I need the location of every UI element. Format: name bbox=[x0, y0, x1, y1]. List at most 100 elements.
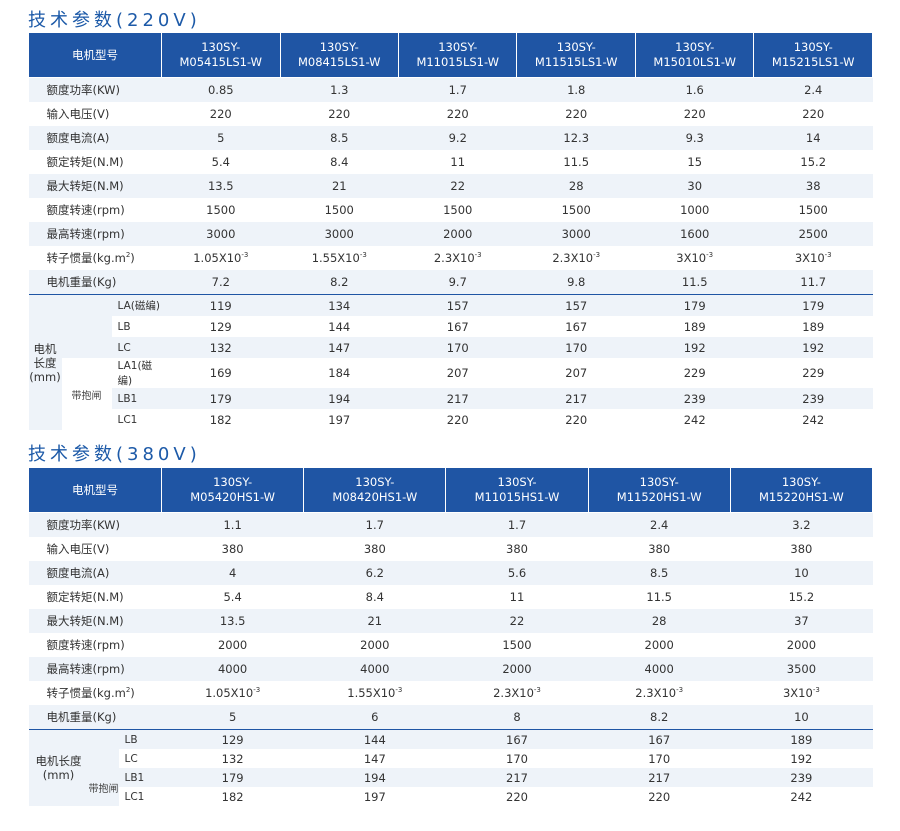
param-value-text: 22 bbox=[509, 614, 525, 628]
model-name-line: 130SY- bbox=[497, 475, 537, 489]
param-value: 37 bbox=[730, 609, 873, 633]
param-value: 28 bbox=[588, 609, 731, 633]
length-value: 179 bbox=[161, 388, 281, 409]
param-value: 10 bbox=[730, 705, 873, 730]
length-value: 220 bbox=[506, 789, 528, 804]
param-value-text: 2.4 bbox=[804, 83, 823, 97]
param-value: 11 bbox=[399, 150, 517, 174]
param-value-text: 2.4 bbox=[650, 518, 669, 532]
model-header-cell: 130SY- M11515LS1-W bbox=[516, 32, 636, 78]
param-value: 11.5 bbox=[517, 150, 635, 174]
length-value: 217 bbox=[445, 768, 589, 787]
model-name-line: M15010LS1-W bbox=[653, 55, 736, 69]
param-value-text: 5.4 bbox=[211, 155, 230, 169]
param-value-text: 380 bbox=[221, 542, 244, 556]
length-sub-label: LB1 bbox=[118, 768, 162, 787]
model-name-line: 130SY- bbox=[556, 40, 596, 54]
length-sub-label: LA(磁编) bbox=[111, 294, 162, 316]
length-value: 207 bbox=[565, 366, 588, 380]
param-value: 9.8 bbox=[516, 270, 636, 295]
param-value: 9.3 bbox=[635, 126, 754, 150]
length-value: 170 bbox=[516, 337, 636, 358]
param-value: 21 bbox=[280, 174, 399, 198]
param-value-text: 5.4 bbox=[223, 590, 242, 604]
param-value: 2.3X10-3 bbox=[446, 681, 588, 705]
length-value: 147 bbox=[280, 337, 399, 358]
param-row: 输入电压(V) 380 380 380 380 380 bbox=[29, 537, 873, 561]
param-value-text: 8.5 bbox=[650, 566, 669, 580]
param-value: 12.3 bbox=[516, 126, 636, 150]
param-value: 1000 bbox=[635, 198, 753, 222]
model-name-line: 130SY- bbox=[675, 40, 715, 54]
param-value-text: 21 bbox=[331, 179, 347, 193]
param-value: 30 bbox=[635, 174, 754, 198]
length-sub-label: LC bbox=[111, 337, 162, 358]
param-value-text: 15.2 bbox=[788, 590, 815, 604]
param-value: 220 bbox=[517, 102, 635, 126]
param-value: 3000 bbox=[280, 222, 399, 246]
param-value: 2.3X10-3 bbox=[517, 246, 635, 270]
length-sub-label: LB bbox=[117, 320, 131, 333]
model-header-cell: 130SY- M11015HS1-W bbox=[445, 467, 589, 513]
length-value: 220 bbox=[446, 412, 469, 427]
param-value-text: 13.5 bbox=[219, 614, 246, 628]
param-value-text: 11.5 bbox=[563, 155, 590, 169]
length-label-line1: 电机长度 bbox=[35, 754, 82, 768]
param-value: 1.7 bbox=[303, 512, 446, 537]
param-value: 220 bbox=[635, 102, 753, 126]
length-sub-label: LC1 bbox=[124, 790, 145, 803]
param-value: 5 bbox=[161, 705, 304, 730]
model-header-cell: 130SY- M08415LS1-W bbox=[279, 32, 400, 78]
model-name-line: M11520HS1-W bbox=[616, 490, 702, 504]
param-value: 0.85 bbox=[161, 77, 281, 102]
param-value-sup: -3 bbox=[676, 686, 684, 694]
param-value-text: 2.3X10 bbox=[635, 686, 677, 700]
param-value: 1.7 bbox=[445, 512, 589, 537]
param-value-text: 5 bbox=[228, 710, 237, 724]
length-value: 220 bbox=[648, 789, 671, 804]
model-header-cell: 130SY- M11015LS1-W bbox=[397, 32, 518, 78]
model-name-line: M11015LS1-W bbox=[416, 55, 500, 69]
length-value: 192 bbox=[635, 337, 754, 358]
header-label-cell: 电机型号 bbox=[27, 467, 163, 513]
param-value-text: 4000 bbox=[360, 662, 390, 676]
param-value-text: 220 bbox=[683, 107, 706, 121]
param-value-text: 5 bbox=[217, 131, 225, 145]
param-value-text: 3000 bbox=[206, 227, 236, 241]
length-value: 170 bbox=[506, 751, 528, 766]
param-value-text: 11.7 bbox=[800, 275, 827, 289]
model-header-cell: 130SY- M11520HS1-W bbox=[587, 467, 731, 513]
param-label: 额度电流(A) bbox=[28, 126, 162, 150]
length-value: 167 bbox=[565, 319, 588, 334]
param-row: 转子惯量(kg.m2) 1.05X10-3 1.55X10-3 2.3X10-3 2.3… bbox=[29, 681, 873, 705]
param-value-text: 220 bbox=[446, 107, 469, 121]
model-header-cell: 130SY- M15010LS1-W bbox=[634, 32, 755, 78]
param-label-text: 电机重量(Kg) bbox=[46, 710, 117, 724]
param-value-text: 4000 bbox=[644, 662, 674, 676]
param-value: 14 bbox=[753, 126, 873, 150]
param-label: 额定转矩(N.M) bbox=[29, 150, 162, 174]
length-sub-label: LC1 bbox=[117, 413, 138, 426]
param-value-text: 8.5 bbox=[330, 131, 349, 145]
param-row: 额度功率(KW) 0.85 1.3 1.7 1.8 1.6 2.4 bbox=[28, 77, 873, 102]
param-value-text: 11.5 bbox=[646, 590, 672, 604]
length-value: 144 bbox=[328, 319, 351, 334]
param-value: 7.2 bbox=[161, 270, 281, 295]
model-header-cell: 130SY- M08420HS1-W bbox=[303, 467, 447, 513]
param-value-sup: -3 bbox=[824, 251, 832, 259]
param-value-text: 8.4 bbox=[365, 590, 384, 604]
length-row: LC 132 147 170 170 192 bbox=[29, 749, 873, 768]
param-value: 3X10-3 bbox=[730, 681, 872, 705]
param-value-text: 3X10 bbox=[676, 251, 707, 265]
length-value: 217 bbox=[516, 388, 636, 409]
length-value: 242 bbox=[802, 412, 825, 427]
param-value: 1.7 bbox=[398, 77, 517, 102]
param-value: 11.5 bbox=[588, 585, 730, 609]
param-value-text: 1.1 bbox=[223, 518, 242, 532]
model-name-line: 130SY- bbox=[639, 475, 679, 489]
model-name-line: 130SY- bbox=[355, 475, 395, 489]
param-value-text: 9.3 bbox=[685, 131, 704, 145]
section-title-380v: 技术参数(380V) bbox=[28, 444, 201, 465]
param-value-sup: -3 bbox=[395, 686, 403, 694]
param-value-text: 6 bbox=[371, 710, 379, 724]
